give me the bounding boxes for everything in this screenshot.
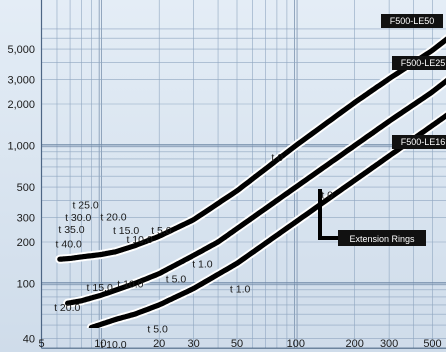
legend: Extension Rings xyxy=(318,189,426,246)
series-tag-box xyxy=(392,56,446,70)
annotation-t-1-0: t 1.0 xyxy=(192,258,213,270)
x-tick-label: 5 xyxy=(38,338,44,350)
series-tag-label: F500-LE50 xyxy=(390,16,435,26)
series-tags: F500-LE50 F500-LE25 F500-LE16 xyxy=(381,14,446,149)
series-tag-label: F500-LE16 xyxy=(401,137,446,147)
annotation-t-40-0: t 40.0 xyxy=(56,239,82,251)
legend-box xyxy=(338,230,426,246)
y-tick-label: 100 xyxy=(17,279,35,291)
y-tick-label: 200 xyxy=(17,237,35,249)
annotation-t-1-0: t 1.0 xyxy=(230,284,251,296)
annotation-t-15-0: t 15.0 xyxy=(87,282,113,294)
y-tick-label: 1,000 xyxy=(7,141,35,153)
series-tag-box xyxy=(381,14,443,28)
legend-label: Extension Rings xyxy=(349,234,415,244)
series-tag-box xyxy=(392,135,446,149)
annotation-t-10-0: t 10.0 xyxy=(117,278,143,290)
series-tag-f500-le25: F500-LE25 xyxy=(392,56,446,70)
y-tick-label: 500 xyxy=(17,182,35,194)
x-axis-ticks: 5 10 20 30 50 100 200 300 500 xyxy=(38,338,441,350)
annotation-t-35-0: t 35.0 xyxy=(58,224,84,236)
x-tick-label: 10 xyxy=(94,338,106,350)
annotation-t-5-0: t 5.0 xyxy=(147,324,168,336)
annotation-t-20-0: t 20.0 xyxy=(54,302,80,314)
y-tick-label: 300 xyxy=(17,213,35,225)
y-tick-label: 5,000 xyxy=(7,44,35,56)
x-tick-label: 100 xyxy=(287,338,305,350)
y-axis-ticks: 40 100 200 300 500 1,000 2,000 3,000 5,000 xyxy=(7,44,35,345)
y-tick-label: 2,000 xyxy=(7,99,35,111)
annotation-t-5-0: t 5.0 xyxy=(166,273,187,285)
annotation-t-20-0: t 20.0 xyxy=(100,212,126,224)
y-tick-label: 40 xyxy=(23,333,35,345)
x-tick-label: 500 xyxy=(423,338,441,350)
annotation-t-0: t 0 xyxy=(271,152,283,164)
annotation-t-10-0: t 10.0 xyxy=(100,339,126,351)
legend-leader xyxy=(318,189,338,240)
series-line-f500-le25 xyxy=(65,77,446,306)
series-line-f500-le50 xyxy=(57,36,446,262)
x-tick-label: 300 xyxy=(380,338,398,350)
series-tag-label: F500-LE25 xyxy=(401,58,446,68)
x-tick-label: 50 xyxy=(231,338,243,350)
annotation-t-25-0: t 25.0 xyxy=(72,199,98,211)
annotation-t-15-0: t 15.0 xyxy=(113,225,139,237)
y-tick-label: 3,000 xyxy=(7,75,35,87)
annotation-t-5-0: t 5.0 xyxy=(151,225,172,237)
annotation-t-10-0: t 10.0 xyxy=(126,234,152,246)
annotations: t 40.0t 35.0t 30.0t 25.0t 20.0t 15.0t 10… xyxy=(54,152,356,351)
series-tag-f500-le50: F500-LE50 xyxy=(381,14,443,28)
x-tick-label: 20 xyxy=(153,338,165,350)
series-tag-f500-le16: F500-LE16 xyxy=(392,135,446,149)
annotation-t-30-0: t 30.0 xyxy=(65,212,91,224)
x-tick-label: 30 xyxy=(188,338,200,350)
x-tick-label: 200 xyxy=(346,338,364,350)
annotation-t-0: t 0 xyxy=(321,189,333,201)
